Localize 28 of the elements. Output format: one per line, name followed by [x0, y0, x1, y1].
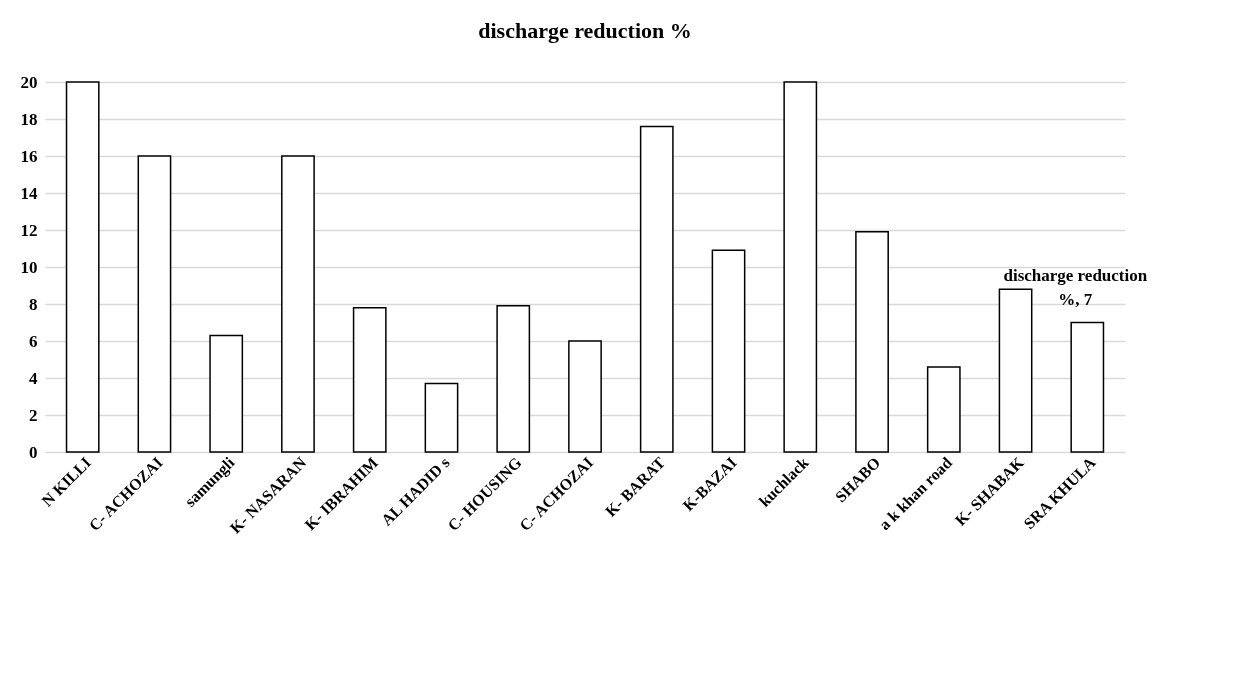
bar [568, 340, 602, 453]
y-tick-label: 6 [29, 331, 38, 351]
bar [65, 81, 100, 453]
y-tick-label: 2 [29, 405, 38, 425]
bar [281, 155, 315, 453]
bar [1070, 321, 1105, 453]
bar [998, 288, 1033, 453]
bar [926, 366, 961, 453]
y-tick-label: 18 [20, 109, 38, 129]
bar [711, 249, 746, 453]
y-tick-label: 16 [20, 146, 38, 166]
y-tick-label: 8 [29, 294, 38, 314]
y-tick-label: 0 [29, 442, 38, 462]
bar [137, 155, 172, 453]
y-tick-label: 14 [20, 183, 38, 203]
bar [209, 334, 244, 453]
chart-title: discharge reduction % [478, 18, 692, 43]
bar [855, 231, 889, 453]
y-tick-label: 12 [20, 220, 38, 240]
bar [496, 305, 531, 453]
bar [639, 125, 674, 453]
bar [352, 306, 387, 453]
y-tick-label: 10 [20, 257, 38, 277]
y-tick-label: 4 [29, 368, 38, 388]
bar [783, 81, 818, 453]
y-tick-label: 20 [20, 72, 38, 92]
bar [424, 382, 459, 453]
data-label: discharge reduction %, 7 [1003, 265, 1148, 309]
